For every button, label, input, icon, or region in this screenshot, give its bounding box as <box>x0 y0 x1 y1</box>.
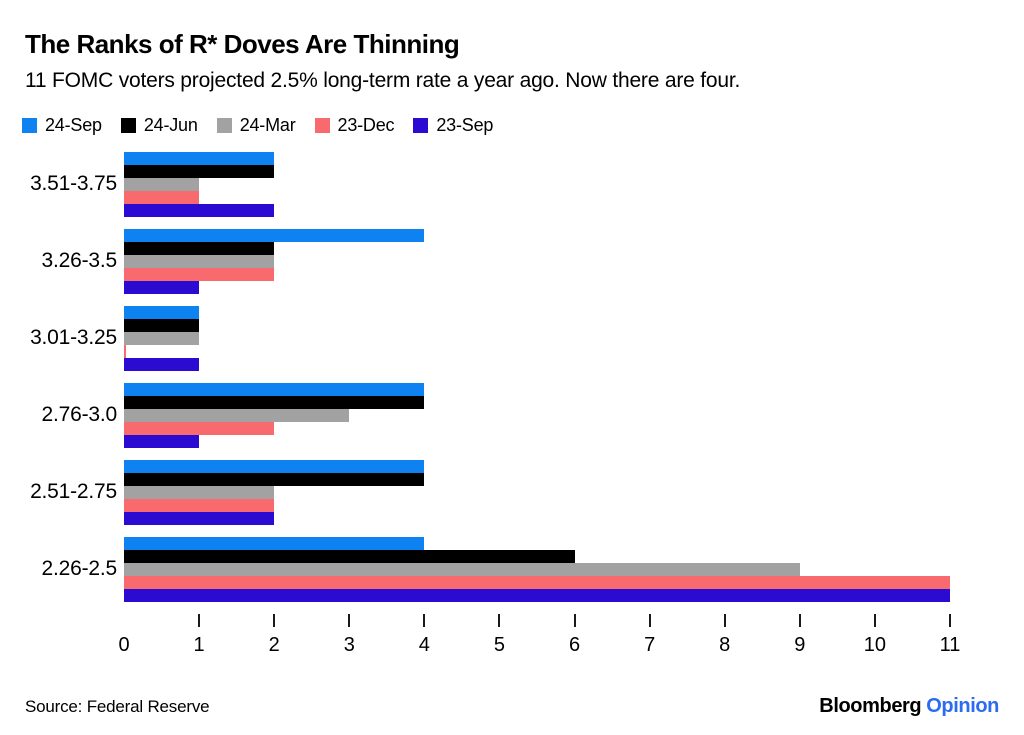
chart-title: The Ranks of R* Doves Are Thinning <box>25 29 460 59</box>
axis-tick <box>423 613 426 627</box>
bar-chart: 3.51-3.75 3.26-3.5 3.01-3.25 2.76-3.0 2.51-2… <box>0 151 1024 602</box>
axis-tick <box>723 613 726 627</box>
bloomberg-logo: Bloomberg Opinion <box>819 695 999 718</box>
category-label: 2.51-2.75 <box>30 480 117 504</box>
axis-tick-label: 2 <box>268 633 280 656</box>
category-row: 2.51-2.75 <box>0 459 1024 525</box>
x-axis-labels: 0 1 2 3 4 5 6 7 8 9 10 11 <box>118 633 960 658</box>
legend-swatch <box>216 118 232 134</box>
bar-23-sep <box>124 357 200 371</box>
bar-23-sep <box>124 434 200 448</box>
legend-label: 24-Jun <box>143 115 198 136</box>
bar-group <box>124 305 950 371</box>
bar-24-mar <box>124 408 350 422</box>
bar-24-jun <box>124 164 275 178</box>
category-row: 3.51-3.75 <box>0 151 1024 217</box>
bar-group <box>124 151 950 217</box>
legend-item: 23-Dec <box>314 115 395 136</box>
bar-24-mar <box>124 254 275 268</box>
axis-tick-label: 7 <box>644 633 656 656</box>
brand-bloomberg: Bloomberg <box>819 695 922 717</box>
axis-tick-label: 1 <box>193 633 205 656</box>
bar-23-dec <box>124 344 126 358</box>
axis-tick-label: 11 <box>939 633 961 656</box>
legend-label: 23-Dec <box>337 115 395 136</box>
bar-group <box>124 459 950 525</box>
chart-subtitle: 11 FOMC voters projected 2.5% long-term … <box>25 68 741 92</box>
category-label: 3.51-3.75 <box>30 172 117 196</box>
bar-23-sep <box>124 588 950 602</box>
bar-24-sep <box>124 151 275 165</box>
brand-opinion: Opinion <box>926 695 999 717</box>
bar-group <box>124 228 950 294</box>
bar-24-jun <box>124 549 575 563</box>
legend-label: 24-Mar <box>239 115 296 136</box>
category-row: 2.76-3.0 <box>0 382 1024 448</box>
bar-24-mar <box>124 331 200 345</box>
bar-23-dec <box>124 190 200 204</box>
x-axis <box>124 613 951 627</box>
category-row: 3.26-3.5 <box>0 228 1024 294</box>
bar-24-mar <box>124 562 800 576</box>
axis-tick-label: 6 <box>568 633 581 656</box>
chart-header: The Ranks of R* Doves Are Thinning 11 FO… <box>0 0 1024 93</box>
bar-24-sep <box>124 536 425 550</box>
category-row: 3.01-3.25 <box>0 305 1024 371</box>
axis-tick <box>198 613 201 627</box>
axis-tick <box>273 613 276 627</box>
bar-24-sep <box>124 459 425 473</box>
axis-tick <box>873 613 876 627</box>
bar-24-jun <box>124 241 275 255</box>
axis-tick <box>798 613 801 627</box>
axis-tick-label: 3 <box>343 633 355 656</box>
bar-23-dec <box>124 421 275 435</box>
bar-23-sep <box>124 511 275 525</box>
bar-24-mar <box>124 485 275 499</box>
bar-23-dec <box>124 498 275 512</box>
axis-tick-label: 10 <box>863 633 887 656</box>
bar-23-dec <box>124 575 950 589</box>
category-label: 2.26-2.5 <box>41 557 118 581</box>
bar-24-sep <box>124 382 425 396</box>
category-label: 2.76-3.0 <box>41 403 118 427</box>
bar-24-mar <box>124 177 200 191</box>
axis-tick-label: 8 <box>719 633 731 656</box>
chart-footer: Source: Federal Reserve Bloomberg Opinion <box>25 695 999 718</box>
legend-label: 23-Sep <box>436 115 494 136</box>
bar-23-sep <box>124 280 200 294</box>
axis-tick-label: 4 <box>418 633 430 656</box>
bar-group <box>124 536 950 602</box>
legend: 24-Sep 24-Jun 24-Mar 23-Dec 23-Sep <box>22 115 1024 136</box>
axis-tick <box>949 613 951 627</box>
legend-label: 24-Sep <box>45 115 102 136</box>
bar-24-jun <box>124 472 425 486</box>
legend-swatch <box>22 118 37 134</box>
axis-tick <box>498 613 501 627</box>
axis-tick <box>648 613 651 627</box>
axis-tick-label: 5 <box>493 633 506 656</box>
bar-23-sep <box>124 203 275 217</box>
bar-group <box>124 382 950 448</box>
legend-item: 23-Sep <box>413 115 493 136</box>
bar-23-dec <box>124 267 275 281</box>
bar-24-jun <box>124 318 200 332</box>
legend-swatch <box>413 118 429 134</box>
legend-swatch <box>120 118 136 134</box>
bar-24-jun <box>124 395 425 409</box>
axis-tick <box>573 613 576 627</box>
legend-item: 24-Sep <box>22 115 102 136</box>
category-label: 3.01-3.25 <box>30 326 117 350</box>
legend-item: 24-Jun <box>120 115 198 136</box>
bar-24-sep <box>124 305 200 319</box>
legend-item: 24-Mar <box>216 115 296 136</box>
legend-swatch <box>314 118 330 134</box>
axis-tick-label: 9 <box>794 633 806 656</box>
bar-24-sep <box>124 228 425 242</box>
source-note: Source: Federal Reserve <box>25 697 210 716</box>
axis-tick <box>348 613 351 627</box>
category-row: 2.26-2.5 <box>0 536 1024 602</box>
axis-tick-label: 0 <box>118 633 130 656</box>
category-label: 3.26-3.5 <box>41 249 118 273</box>
